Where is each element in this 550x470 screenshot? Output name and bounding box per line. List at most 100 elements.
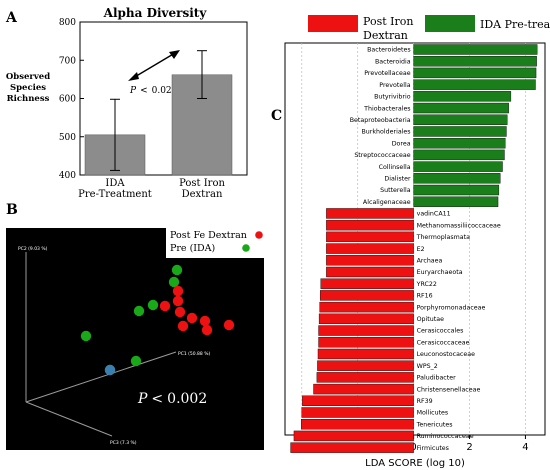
lda-bar-label: Alcaligenaceae xyxy=(363,199,411,206)
lda-bar xyxy=(301,407,414,418)
lda-bar xyxy=(316,372,414,383)
lda-bar-label: WPS_2 xyxy=(417,363,438,370)
pca-axis-label-pc1: PC1 (50.88 %) xyxy=(178,351,210,357)
panel-b-pca: B Post Fe Dextran Pre (IDA) PC2 (9.03 %)… xyxy=(6,202,266,450)
lda-bar-label: Prevotellaceae xyxy=(364,70,410,77)
lda-bar xyxy=(413,102,509,114)
lda-bar xyxy=(326,243,414,254)
alpha-significance-arrow xyxy=(128,50,180,81)
lda-bar xyxy=(290,442,414,453)
lda-bar-label: Dorea xyxy=(392,140,411,147)
lda-bar xyxy=(302,395,414,406)
lda-bar xyxy=(413,114,508,125)
lda-bar-label: Tenericutes xyxy=(416,421,453,428)
lda-bar xyxy=(317,348,414,360)
lda-bar-label: Collinsella xyxy=(379,164,411,171)
lda-bar xyxy=(326,219,414,231)
lda-bar xyxy=(319,301,414,313)
lda-bar-label: Leuconostocaceae xyxy=(417,351,476,358)
alpha-ytick-label: 700 xyxy=(59,56,76,66)
alpha-ylabel-line2: Species xyxy=(10,83,46,93)
lda-bar xyxy=(413,56,537,67)
lda-bar xyxy=(326,255,414,266)
lda-bar xyxy=(413,196,499,207)
lda-bar-label: Thiobacterales xyxy=(363,105,410,112)
lda-bar xyxy=(413,126,507,137)
lda-bar-label: Euryarchaeota xyxy=(417,269,463,276)
pca-p-value: P <0.002 xyxy=(137,391,207,407)
pca-point xyxy=(199,315,211,327)
pca-points xyxy=(80,264,235,376)
alpha-ylabel-line3: Richness xyxy=(7,94,50,104)
lda-xtick-label: 4 xyxy=(522,442,528,453)
alpha-xcat-2-line1: Post Iron xyxy=(179,178,225,189)
pca-plot-background xyxy=(6,228,264,450)
pca-legend-marker-1 xyxy=(255,231,263,239)
pca-point xyxy=(133,305,145,317)
lda-bar xyxy=(318,313,414,325)
lda-bar-label: Porphyromonadaceae xyxy=(417,304,486,311)
lda-bar-label: Cerasicoccales xyxy=(417,328,464,335)
alpha-ytick-label: 500 xyxy=(59,133,76,143)
alpha-title: Alpha Diversity xyxy=(103,6,208,20)
lda-bar-label: Methanomassiliicoccaceae xyxy=(417,222,501,229)
lda-bar xyxy=(413,161,503,172)
lda-legend-swatch-ida xyxy=(425,15,475,32)
alpha-ytick-label: 800 xyxy=(59,18,76,28)
pca-point xyxy=(201,324,213,336)
lda-bar-label: Mollicutes xyxy=(417,410,449,417)
alpha-xcat-1-line1: IDA xyxy=(105,178,125,189)
pca-point xyxy=(168,276,180,288)
pca-axis-label-pc3: PC3 (7.3 %) xyxy=(110,440,137,446)
pca-point xyxy=(172,295,184,307)
lda-bar xyxy=(320,290,414,301)
pca-point xyxy=(174,306,186,318)
lda-bar-label: YRC22 xyxy=(416,281,437,288)
pca-axis-label-pc2: PC2 (9.03 %) xyxy=(18,246,48,252)
pca-point xyxy=(223,319,235,331)
lda-bar xyxy=(301,419,414,430)
alpha-ylabel-line1: Observed xyxy=(6,72,50,82)
lda-legend-label-post-iron-line1: Post Iron xyxy=(363,15,413,28)
lda-bar-label: Sutterella xyxy=(380,187,411,194)
alpha-ytick-label: 400 xyxy=(59,171,76,181)
lda-bar-label: Archaea xyxy=(417,257,443,264)
lda-bar-label: Butyrivibrio xyxy=(374,94,411,101)
pca-point xyxy=(147,299,159,311)
alpha-xcat-1-line2: Pre-Treatment xyxy=(78,189,152,200)
lda-plot-frame xyxy=(284,42,546,436)
pca-point xyxy=(177,320,189,332)
lda-bar xyxy=(313,383,414,395)
pca-legend-box xyxy=(166,226,266,258)
panel-c-label: C xyxy=(271,108,282,124)
lda-bar-label: Firmicutes xyxy=(417,445,449,452)
pca-point xyxy=(130,355,142,367)
lda-bar-label: Bacteroidia xyxy=(375,58,411,65)
alpha-xcat-2-line2: Dextran xyxy=(182,189,223,200)
pca-point xyxy=(80,330,92,342)
lda-bar xyxy=(326,208,414,219)
lda-bar-label: Opitutae xyxy=(417,316,444,323)
lda-bar-label: Christensenellaceae xyxy=(417,386,481,393)
lda-bar xyxy=(413,184,500,196)
lda-bar xyxy=(317,360,414,371)
lda-legend-swatch-post-iron xyxy=(308,15,358,32)
lda-bar-label: Prevotella xyxy=(379,82,410,89)
lda-bar xyxy=(318,325,414,336)
lda-bar xyxy=(318,337,414,348)
panel-c-lda: C Post Iron Dextran IDA Pre-treatment −4… xyxy=(271,15,550,469)
pca-point xyxy=(159,300,171,312)
lda-xtick-label: 2 xyxy=(466,442,472,453)
pca-point xyxy=(172,285,184,297)
alpha-p-value: P <0.02 xyxy=(129,86,172,96)
panel-b-label: B xyxy=(6,202,18,218)
lda-bar-label: RF16 xyxy=(417,293,433,300)
lda-bar xyxy=(326,231,414,243)
panel-a-alpha-diversity: A Alpha Diversity Observed Species Richn… xyxy=(5,6,248,200)
lda-bar xyxy=(413,79,536,90)
lda-bar-label: Ruminococcaceae xyxy=(417,433,474,440)
lda-bar-label: Betaproteobacteria xyxy=(350,117,411,124)
lda-bar-label: Cerasicoccaceae xyxy=(417,339,470,346)
lda-legend-label-ida: IDA Pre-treatment xyxy=(480,18,550,31)
